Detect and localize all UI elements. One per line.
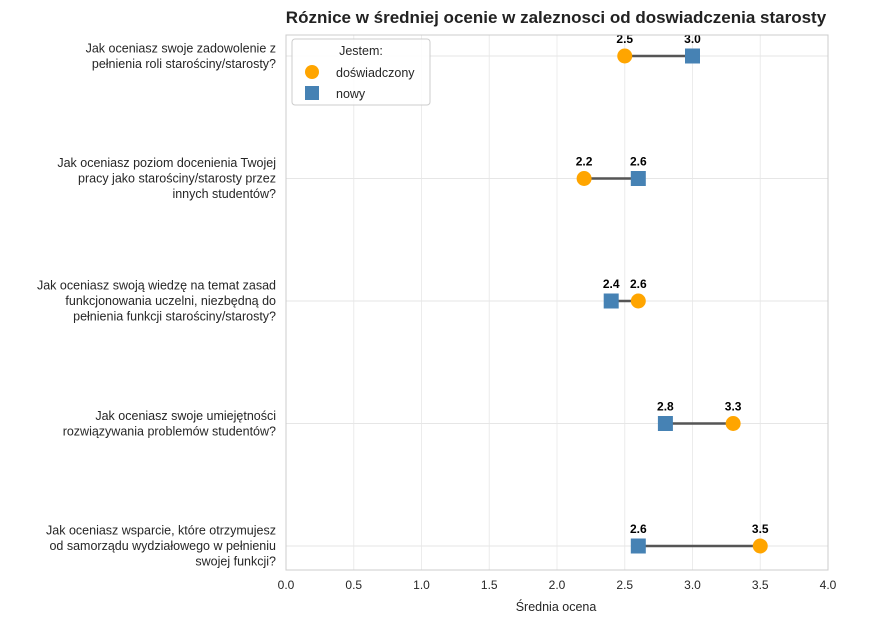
x-tick-label: 0.5 — [345, 578, 362, 592]
data-label: 3.5 — [752, 522, 769, 536]
category-label-line: od samorządu wydziałowego w pełnieniu — [49, 539, 276, 553]
category-label: Jak oceniasz wsparcie, które otrzymujesz… — [46, 524, 276, 569]
category-label-line: Jak oceniasz wsparcie, które otrzymujesz — [46, 524, 276, 538]
point-doswiadczony — [630, 293, 646, 309]
x-axis-title: Średnia ocena — [516, 599, 597, 614]
x-tick-label: 3.5 — [752, 578, 769, 592]
category-label-line: Jak oceniasz swoje zadowolenie z — [86, 41, 276, 55]
category-label: Jak oceniasz swoje zadowolenie z pełnieni… — [86, 41, 276, 71]
point-nowy — [630, 171, 646, 186]
data-label: 3.3 — [725, 400, 742, 414]
x-tick-label: 2.0 — [549, 578, 566, 592]
category-label-line: Jak oceniasz poziom docenienia Twojej — [57, 156, 276, 170]
point-doswiadczony — [576, 171, 592, 186]
data-label: 2.8 — [657, 400, 674, 414]
chart-title: Róznice w średniej ocenie w zaleznosci o… — [286, 8, 827, 27]
data-label: 2.6 — [630, 522, 647, 536]
x-tick-label: 1.5 — [481, 578, 498, 592]
legend-marker-nowy — [305, 86, 319, 100]
category-label-line: pełnienia funkcji starościny/starosty? — [73, 310, 276, 324]
x-tick-label: 1.0 — [413, 578, 430, 592]
point-nowy — [657, 416, 673, 431]
x-tick-label: 3.0 — [684, 578, 701, 592]
category-label-line: rozwiązywania problemów studentów? — [63, 424, 276, 438]
legend-box — [291, 38, 431, 106]
category-label-line: Jak oceniasz swoje umiejętności — [95, 409, 276, 423]
data-label: 2.5 — [616, 32, 633, 46]
data-label: 2.6 — [630, 155, 647, 169]
category-label: Jak oceniasz swoją wiedzę na temat zasad… — [37, 279, 276, 324]
category-label: Jak oceniasz poziom docenienia Twojej pra… — [57, 156, 276, 201]
x-tick-label: 4.0 — [820, 578, 837, 592]
legend-marker-doswiadczony — [305, 65, 319, 79]
x-tick-label: 0.0 — [278, 578, 295, 592]
point-nowy — [630, 538, 646, 554]
category-label-line: pracy jako starościny/starosty przez — [78, 172, 276, 186]
point-nowy — [603, 293, 619, 309]
legend: Jestem: doświadczony nowy — [291, 38, 431, 106]
axes: 0.0 0.5 1.0 1.5 2.0 2.5 3.0 3.5 4.0 Jak oceniasz … — [37, 41, 837, 592]
x-tick-label: 2.5 — [616, 578, 633, 592]
category-label-line: Jak oceniasz swoją wiedzę na temat zasad — [37, 279, 276, 293]
legend-label-doswiadczony: doświadczony — [336, 66, 415, 80]
data-label: 2.6 — [630, 277, 647, 291]
data-label: 3.0 — [684, 32, 701, 46]
point-doswiadczony — [725, 416, 741, 431]
point-doswiadczony — [617, 48, 633, 64]
markers — [576, 48, 768, 554]
data-label: 2.2 — [576, 155, 593, 169]
connectors — [584, 54, 761, 548]
category-label-line: pełnienia roli starościny/starosty? — [92, 57, 276, 71]
legend-label-nowy: nowy — [336, 87, 366, 101]
legend-title: Jestem: — [339, 44, 383, 58]
point-doswiadczony — [752, 538, 768, 554]
category-label: Jak oceniasz swoje umiejętności rozwiązyw… — [63, 409, 276, 439]
category-label-line: innych studentów? — [172, 187, 276, 201]
plot-frame — [285, 34, 829, 571]
data-label: 2.4 — [603, 277, 620, 291]
category-label-line: swojej funkcji? — [195, 555, 276, 569]
category-label-line: funkcjonowania uczelni, niezbędną do — [65, 294, 276, 308]
point-nowy — [685, 48, 700, 64]
